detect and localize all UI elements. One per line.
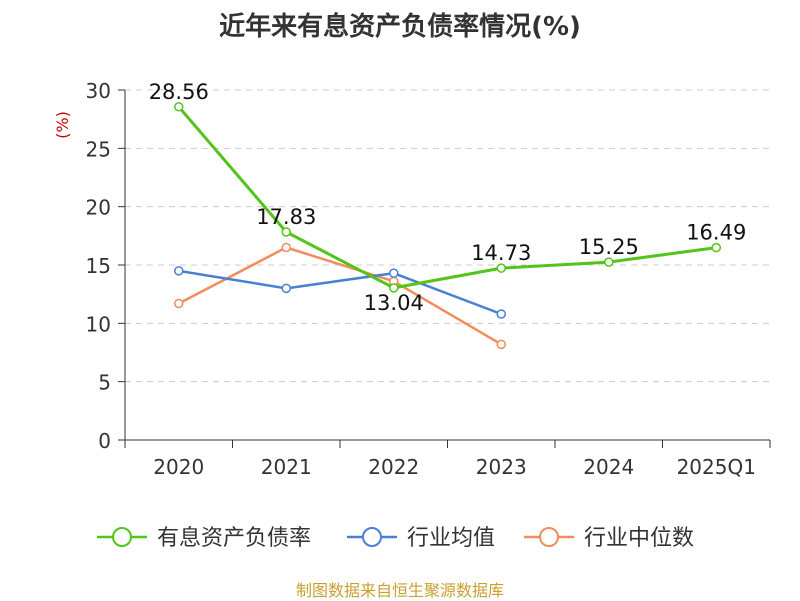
data-label: 14.73 <box>471 241 531 265</box>
y-tick-label: 25 <box>86 137 111 161</box>
data-point[interactable] <box>389 268 399 278</box>
data-point[interactable] <box>281 227 291 237</box>
x-tick-label: 2021 <box>261 455 312 479</box>
x-tick-label: 2025Q1 <box>677 455 756 479</box>
x-tick-label: 2024 <box>583 455 634 479</box>
legend-label[interactable]: 行业中位数 <box>584 526 694 551</box>
data-point[interactable] <box>496 309 506 319</box>
data-point[interactable] <box>174 102 184 112</box>
data-point[interactable] <box>281 242 291 253</box>
legend-swatch-marker <box>112 527 132 547</box>
legend-label[interactable]: 有息资产负债率 <box>157 526 311 551</box>
data-labels: 28.56 17.83 13.04 14.73 15.25 16.49 <box>149 80 747 315</box>
data-point[interactable] <box>174 298 184 309</box>
legend-swatch-marker <box>362 527 382 547</box>
data-point[interactable] <box>281 283 291 294</box>
y-tick-label: 15 <box>86 254 111 278</box>
x-tick-label: 2020 <box>153 455 204 479</box>
series-lines <box>174 102 721 350</box>
axes: 0 5 10 15 20 25 30 2020 2021 2022 2023 2024 2025Q1 <box>86 79 771 479</box>
x-tick-label: 2022 <box>368 455 419 479</box>
y-axis-title: (%) <box>53 111 72 139</box>
data-point[interactable] <box>711 242 721 253</box>
series-line-2 <box>178 269 502 316</box>
data-label: 28.56 <box>149 80 209 104</box>
data-label: 16.49 <box>686 221 746 245</box>
source-note: 制图数据来自恒生聚源数据库 <box>295 581 504 600</box>
data-point[interactable] <box>604 257 614 267</box>
y-tick-label: 10 <box>86 312 111 336</box>
y-tick-label: 5 <box>98 371 111 395</box>
legend-label[interactable]: 行业均值 <box>407 526 495 551</box>
y-tick-label: 0 <box>98 429 111 453</box>
y-tick-label: 30 <box>86 79 111 103</box>
legend-swatch-marker <box>539 527 559 547</box>
data-point[interactable] <box>496 263 506 273</box>
data-label: 13.04 <box>364 291 424 315</box>
series-line-3 <box>178 246 502 346</box>
data-point[interactable] <box>496 339 506 350</box>
data-point[interactable] <box>174 266 184 276</box>
y-tick-label: 20 <box>86 196 111 220</box>
chart-title: 近年来有息资产负债率情况(%) <box>219 12 581 42</box>
legend[interactable]: 有息资产负债率 行业均值 行业中位数 <box>97 526 694 551</box>
series-line-1 <box>177 105 717 290</box>
data-label: 15.25 <box>579 235 639 259</box>
x-tick-label: 2023 <box>476 455 527 479</box>
data-point[interactable] <box>389 283 399 293</box>
grid-lines <box>125 89 770 383</box>
data-label: 17.83 <box>256 205 316 229</box>
